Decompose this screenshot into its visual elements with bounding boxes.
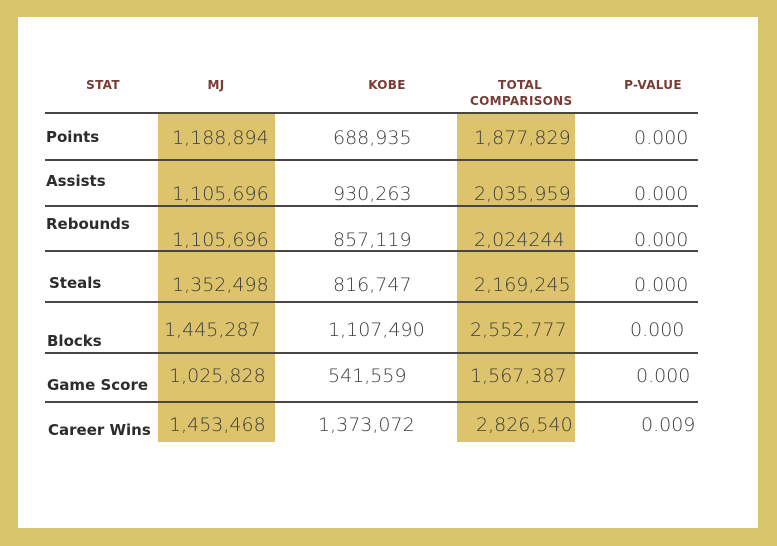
table-rule: [45, 401, 698, 403]
cell-total: 2,024244: [474, 229, 565, 251]
table-rule: [45, 301, 698, 303]
mj-column-highlight: [158, 112, 275, 442]
row-label-blocks: Blocks: [47, 332, 102, 350]
cell-kobe: 816,747: [333, 274, 412, 296]
cell-kobe: 930,263: [333, 183, 412, 205]
cell-mj: 1,188,894: [172, 127, 269, 149]
cell-p-value: 0.000: [634, 127, 689, 149]
cell-mj: 1,453,468: [169, 414, 266, 436]
cell-total: 2,826,540: [476, 414, 573, 436]
cell-mj: 1,025,828: [169, 365, 266, 387]
header-mj: MJ: [207, 78, 225, 92]
cell-kobe: 857,119: [333, 229, 412, 251]
cell-p-value: 0.000: [634, 274, 689, 296]
row-label-rebounds: Rebounds: [46, 215, 130, 233]
cell-p-value: 0.000: [634, 183, 689, 205]
cell-kobe: 541,559: [328, 365, 407, 387]
table-rule: [45, 205, 698, 207]
cell-p-value: 0.009: [641, 414, 696, 436]
cell-kobe: 688,935: [333, 127, 412, 149]
total-column-highlight: [457, 112, 575, 442]
header-kobe: KOBE: [368, 78, 406, 92]
cell-p-value: 0.000: [636, 365, 691, 387]
row-label-career-wins: Career Wins: [48, 421, 151, 439]
cell-mj: 1,105,696: [172, 183, 269, 205]
row-label-game-score: Game Score: [47, 376, 149, 394]
table-rule: [45, 352, 698, 354]
row-label-assists: Assists: [46, 172, 106, 190]
header-total-comparisons: TOTAL COMPARISONS: [470, 78, 573, 108]
row-label-steals: Steals: [49, 274, 102, 292]
cell-total: 2,552,777: [470, 319, 567, 341]
header-stat: STAT: [86, 78, 120, 92]
table-rule: [45, 159, 698, 161]
row-label-points: Points: [46, 128, 100, 146]
cell-total: 1,877,829: [474, 127, 571, 149]
cell-mj: 1,445,287: [164, 319, 261, 341]
cell-total: 1,567,387: [470, 365, 567, 387]
cell-mj: 1,352,498: [172, 274, 269, 296]
cell-total: 2,035,959: [474, 183, 571, 205]
cell-total: 2,169,245: [474, 274, 571, 296]
cell-kobe: 1,107,490: [328, 319, 425, 341]
cell-p-value: 0.000: [634, 229, 689, 251]
table-rule: [45, 112, 698, 114]
cell-mj: 1,105,696: [172, 229, 269, 251]
table-rule: [45, 250, 698, 252]
cell-p-value: 0.000: [630, 319, 685, 341]
table-panel: [18, 17, 758, 528]
cell-kobe: 1,373,072: [318, 414, 415, 436]
header-p-value: P-VALUE: [624, 78, 682, 92]
